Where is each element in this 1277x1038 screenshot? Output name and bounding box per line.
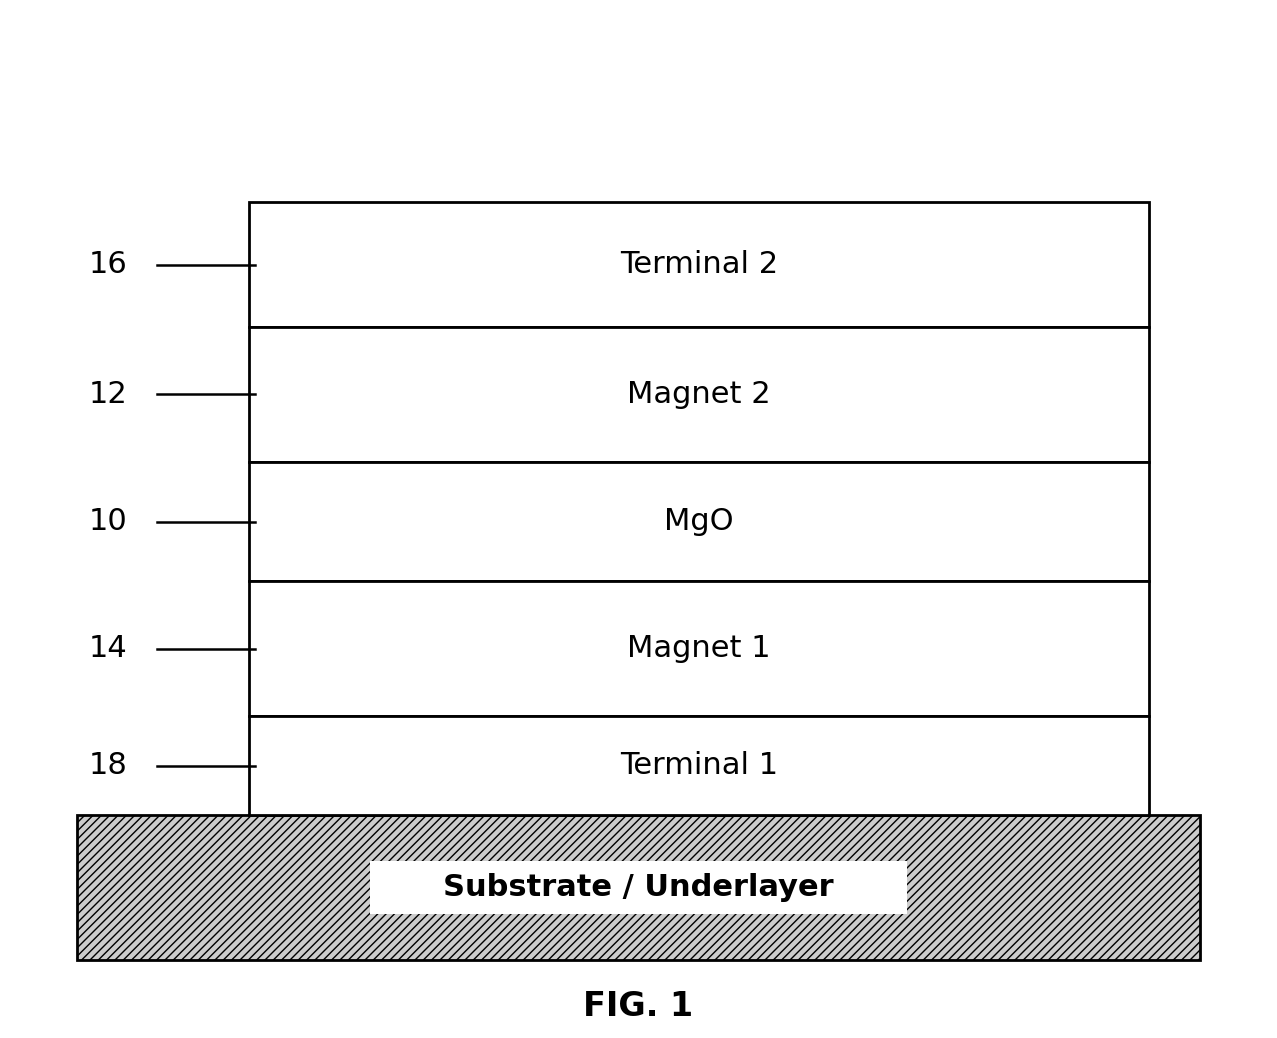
- Bar: [249, 202, 1149, 327]
- Text: Terminal 2: Terminal 2: [621, 250, 778, 279]
- Bar: [249, 327, 1149, 462]
- Text: 18: 18: [89, 752, 128, 780]
- Text: Magnet 2: Magnet 2: [627, 380, 771, 409]
- Text: 12: 12: [89, 380, 128, 409]
- Text: Magnet 1: Magnet 1: [627, 634, 771, 663]
- Text: Substrate / Underlayer: Substrate / Underlayer: [443, 873, 834, 902]
- Text: Terminal 1: Terminal 1: [621, 752, 778, 780]
- Text: FIG. 1: FIG. 1: [584, 990, 693, 1023]
- Bar: [370, 861, 907, 914]
- Text: 14: 14: [89, 634, 128, 663]
- Bar: [77, 815, 1200, 960]
- Bar: [249, 462, 1149, 581]
- Text: 10: 10: [89, 508, 128, 536]
- Bar: [249, 716, 1149, 815]
- Bar: [249, 581, 1149, 716]
- Text: MgO: MgO: [664, 508, 734, 536]
- Text: 16: 16: [89, 250, 128, 279]
